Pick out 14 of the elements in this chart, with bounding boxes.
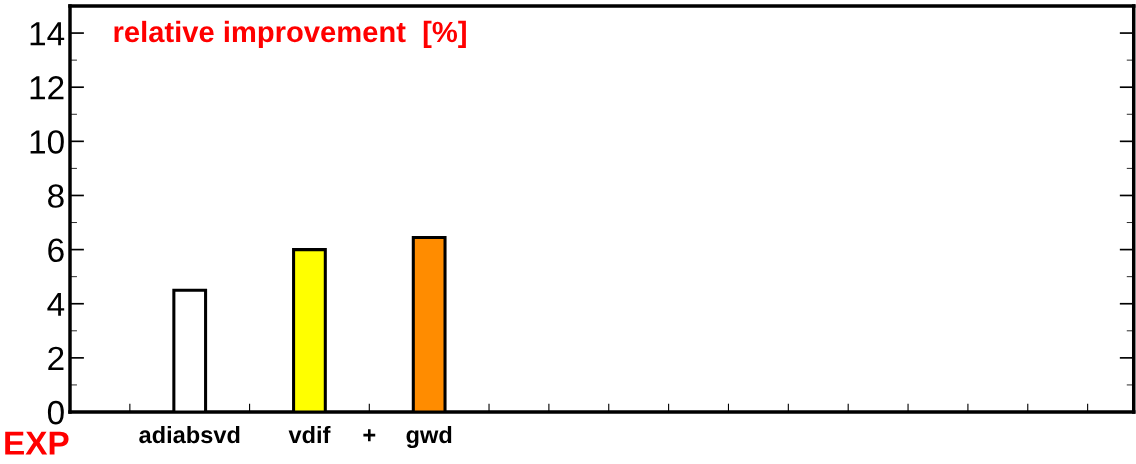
y-tick-label: 10 (30, 130, 64, 154)
chart-title: relative improvement [%] (114, 20, 466, 49)
y-tick-label: 12 (30, 76, 64, 100)
x-tick-label: adiabsvd (139, 425, 240, 444)
y-tick-label: 8 (48, 184, 64, 208)
x-tick-label: vdif (288, 425, 331, 444)
y-tick-label: 2 (48, 346, 64, 370)
y-tick-label: 6 (48, 238, 64, 263)
y-tick-label: 14 (30, 22, 65, 46)
y-tick-label: 4 (47, 292, 65, 316)
x-tick-label: + (363, 429, 376, 442)
x-tick-label: gwd (406, 425, 452, 448)
x-axis-title: EXP (5, 431, 69, 455)
y-tick-label: 0 (47, 400, 64, 425)
